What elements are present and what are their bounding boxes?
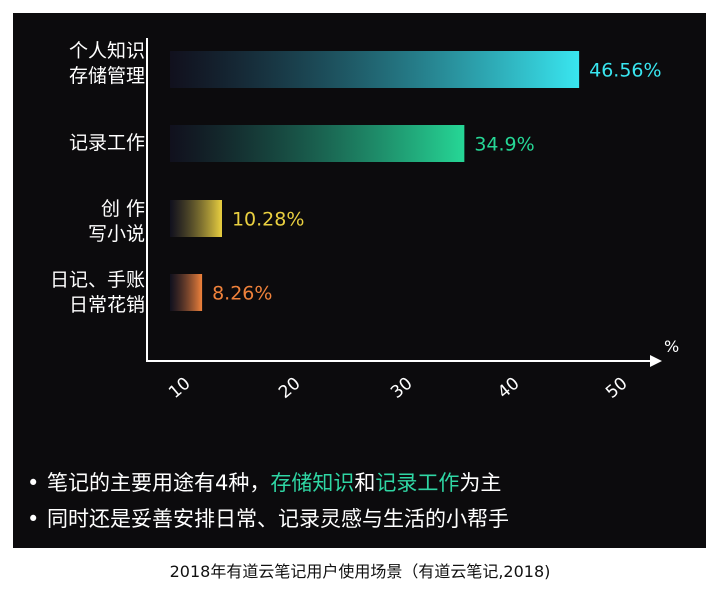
bar-0 — [170, 51, 580, 88]
bar-value-label-1: 34.9% — [474, 134, 534, 156]
bar-2 — [170, 200, 222, 237]
category-label-work: 记录工作 — [68, 132, 145, 154]
x-axis-arrow — [650, 355, 662, 367]
x-tick-label-50: 50 — [602, 374, 631, 403]
bullet-dot: • — [27, 471, 40, 495]
bar-1 — [170, 125, 465, 162]
highlight-storage: 存储知识 — [270, 471, 355, 495]
bar-value-label-3: 8.26% — [212, 283, 272, 305]
figure-caption: 2018年有道云笔记用户使用场景（有道云笔记,2018) — [169, 562, 551, 581]
category-label-writing: 创 作 写小说 — [87, 198, 145, 245]
bar-chart: % 46.56% 34.9% 10.28% 8.26% 10 20 30 40 50 — [146, 38, 679, 403]
bar-value-label-2: 10.28% — [232, 209, 304, 231]
x-tick-label-30: 30 — [387, 374, 416, 403]
x-unit-label: % — [664, 337, 679, 356]
bar-value-label-0: 46.56% — [589, 60, 661, 82]
bar-3 — [170, 274, 203, 311]
x-tick-label-20: 20 — [275, 374, 304, 403]
highlight-work: 记录工作 — [375, 471, 460, 495]
summary-bullets: • 笔记的主要用途有4种，存储知识和记录工作为主 • 同时还是妥善安排日常、记录灵感… — [27, 465, 509, 537]
x-tick-label-40: 40 — [494, 374, 523, 403]
category-label-storage: 个人知识 存储管理 — [68, 40, 145, 87]
category-label-diary: 日记、手账 日常花销 — [49, 269, 145, 316]
bullet-2: • 同时还是妥善安排日常、记录灵感与生活的小帮手 — [27, 501, 509, 537]
chart-panel — [13, 13, 706, 548]
x-tick-label-10: 10 — [165, 374, 194, 403]
bullet-1: • 笔记的主要用途有4种，存储知识和记录工作为主 — [27, 465, 509, 501]
bullet-dot: • — [27, 507, 40, 531]
